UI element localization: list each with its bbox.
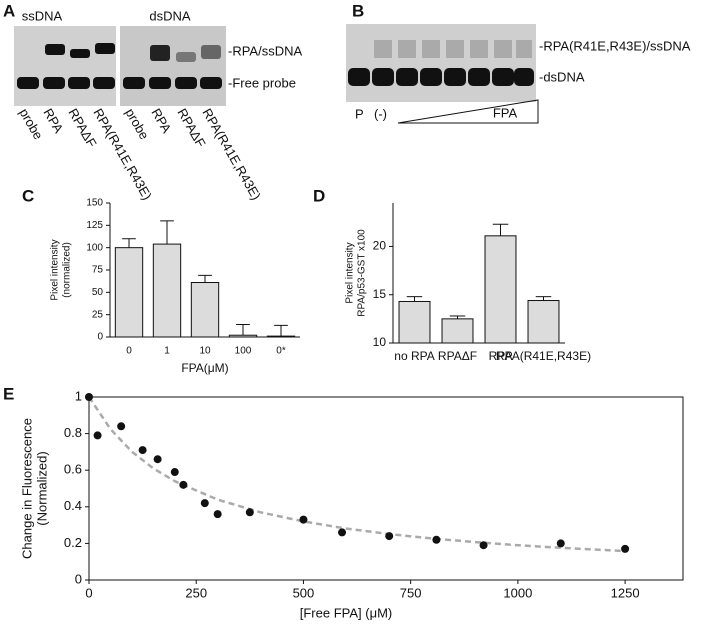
point [170, 468, 179, 477]
y-axis-label: Pixel intensity [345, 242, 356, 303]
point [338, 528, 347, 537]
x-tick-label: RPAΔF [438, 349, 477, 363]
gel-header: dsDNA [149, 8, 191, 23]
bands [348, 40, 534, 86]
x-tick-label: 250 [185, 585, 207, 600]
lane-label: P [355, 106, 364, 121]
point [556, 539, 565, 548]
lane-label: probe [16, 106, 46, 142]
y-tick-label: 50 [92, 287, 104, 298]
y-tick-label: 0 [75, 571, 82, 586]
point [117, 422, 126, 431]
point [138, 446, 147, 455]
bar [484, 235, 517, 344]
point [93, 431, 102, 440]
y-tick-label: 0.4 [64, 498, 82, 513]
y-tick-label: 0.2 [64, 535, 82, 550]
y-tick-label: 15 [373, 287, 387, 301]
band-label: -RPA/ssDNA [228, 43, 302, 58]
x-tick-label: 1000 [503, 585, 532, 600]
gel [346, 24, 536, 102]
point [153, 455, 162, 464]
band-label: -dsDNA [539, 69, 585, 84]
panel-letter: B [352, 1, 364, 20]
y-tick-label: 0.6 [64, 462, 82, 477]
y-axis-label: (Normalized) [34, 451, 49, 525]
x-tick-label: RPA [489, 349, 513, 363]
point [299, 515, 308, 524]
lane-label: RPA [148, 106, 174, 136]
point [179, 480, 188, 489]
band-label: -RPA(R41E,R43E)/ssDNA [539, 38, 691, 53]
x-tick-label: 0 [85, 585, 92, 600]
bar [228, 334, 258, 338]
x-tick-label: 10 [199, 346, 211, 357]
y-tick-label: 25 [92, 309, 104, 320]
y-tick-label: 75 [92, 265, 104, 276]
lane-label: (-) [374, 106, 387, 121]
y-axis-label: Change in Fluorescence [19, 418, 34, 559]
lane-label: RPA(R41E,R43E) [199, 106, 264, 203]
x-tick-label: no RPA [394, 349, 434, 363]
gel [14, 26, 116, 106]
bands [17, 43, 222, 89]
panel-letter: D [313, 186, 325, 205]
y-axis-label: Pixel intensity [50, 239, 61, 300]
point [621, 544, 630, 553]
y-tick-label: 125 [86, 220, 103, 231]
y-axis-label: (normalized) [62, 242, 73, 298]
y-tick-label: 1 [75, 388, 82, 403]
x-tick-label: 0 [126, 346, 132, 357]
x-tick-label: 1250 [611, 585, 640, 600]
plot-frame [88, 396, 684, 581]
y-tick-label: 20 [373, 239, 387, 253]
y-axis-label: RPA/p53-GST x100 [357, 229, 368, 317]
gradient-label: FPA [493, 105, 518, 120]
x-tick-label: 100 [235, 346, 252, 357]
gel [120, 26, 226, 106]
x-tick-label: 1 [164, 346, 170, 357]
point [200, 499, 209, 508]
point [85, 393, 93, 401]
x-tick-label: RPA(R41E,R43E) [496, 349, 591, 363]
x-tick-label: 500 [293, 585, 315, 600]
y-tick-label: 0 [97, 332, 103, 343]
point [479, 541, 488, 550]
panel-letter: E [3, 384, 14, 403]
x-axis-label: [Free FPA] (μM) [300, 605, 392, 620]
panel-letter: A [3, 1, 15, 20]
point [213, 510, 222, 519]
point [432, 535, 441, 544]
gel-header: ssDNA [22, 8, 63, 23]
y-tick-label: 10 [373, 335, 387, 349]
bar [190, 282, 220, 338]
bar [398, 300, 431, 344]
lane-label: probe [122, 106, 152, 142]
point [385, 532, 394, 541]
fit-line [87, 396, 626, 553]
bar [152, 243, 182, 338]
y-tick-label: 150 [86, 198, 103, 209]
gradient-wedge [397, 99, 539, 124]
bar [114, 247, 144, 338]
panel-letter: C [22, 186, 34, 205]
x-tick-label: 0* [276, 346, 286, 357]
band-label: -Free probe [228, 75, 296, 90]
y-tick-label: 100 [86, 242, 103, 253]
bar [266, 335, 296, 338]
point [245, 508, 254, 517]
y-tick-label: 0.8 [64, 425, 82, 440]
bar [527, 300, 560, 344]
lane-label: RPA(R41E,R43E) [90, 106, 155, 203]
bar [441, 318, 474, 344]
x-tick-label: 750 [400, 585, 422, 600]
x-axis-label: FPA(μM) [181, 361, 228, 375]
